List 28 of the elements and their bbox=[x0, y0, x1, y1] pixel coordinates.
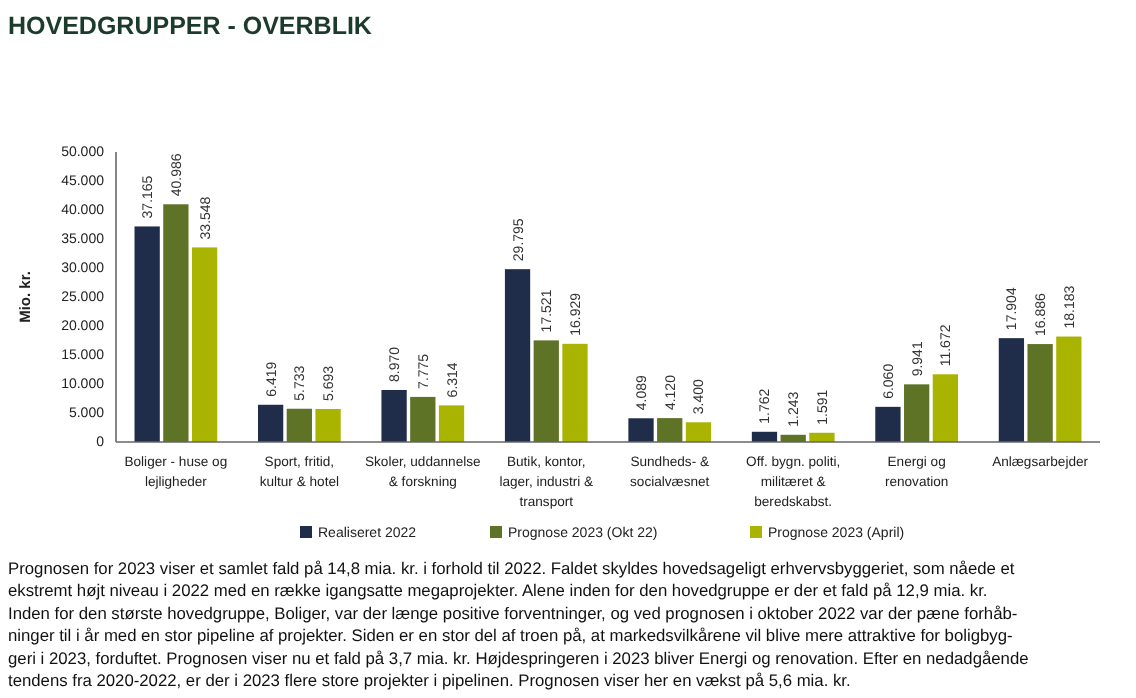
bar bbox=[504, 269, 531, 442]
bar bbox=[562, 343, 588, 442]
bar bbox=[381, 389, 407, 442]
bar bbox=[438, 405, 465, 442]
text: tendens fra 2020-2022, er der i 2023 flere store projekter i pipelinen. Prognosen viser her en vækst på 5,6 mia. kr. bbox=[8, 670, 851, 690]
bar bbox=[533, 340, 559, 442]
bar bbox=[191, 247, 218, 442]
bar bbox=[163, 204, 189, 442]
bar bbox=[315, 408, 341, 442]
bar bbox=[657, 418, 683, 442]
bar bbox=[998, 338, 1025, 442]
bar bbox=[932, 374, 959, 442]
text: geri i 2023, forduftet. Prognosen viser nu et fald på 3,7 mia. kr. Højdespringeren i 2023 bliver Energi og renovation. Efter en nedadgående bbox=[8, 647, 1030, 668]
bar bbox=[685, 422, 712, 442]
text: Prognosen for 2023 viser et samlet fald på 14,8 mia. kr. i forhold til 2022. Faldet skyldes hovedsageligt erhvervsbyggeriet, som nåede et bbox=[8, 558, 1016, 578]
bar bbox=[1056, 336, 1082, 442]
text: Inden for den største hovedgruppe, Boliger, var der længe positive forventninger, og ved prognosen i oktober 2022 var der pæne forhåb- bbox=[8, 602, 1018, 623]
bar bbox=[134, 226, 160, 442]
text: ekstremt højt niveau i 2022 med en række igangsatte megaprojekter. Alene inden for den hovedgruppe er der et fald på 12,9 mia. kr. bbox=[8, 580, 988, 601]
bar bbox=[1027, 344, 1053, 442]
bar bbox=[875, 406, 901, 442]
bar bbox=[286, 408, 312, 442]
text: ninger til i år med en stor pipeline af projekter. Siden er en stor del af troen på, at markedsvilkårene vil blive mere attraktive for boligbyg- bbox=[8, 625, 1013, 646]
bar bbox=[628, 418, 654, 442]
bar bbox=[257, 404, 284, 442]
bar bbox=[904, 384, 930, 442]
chart-title: HOVEDGRUPPER - OVERBLIK bbox=[8, 12, 372, 40]
bar bbox=[410, 396, 436, 442]
